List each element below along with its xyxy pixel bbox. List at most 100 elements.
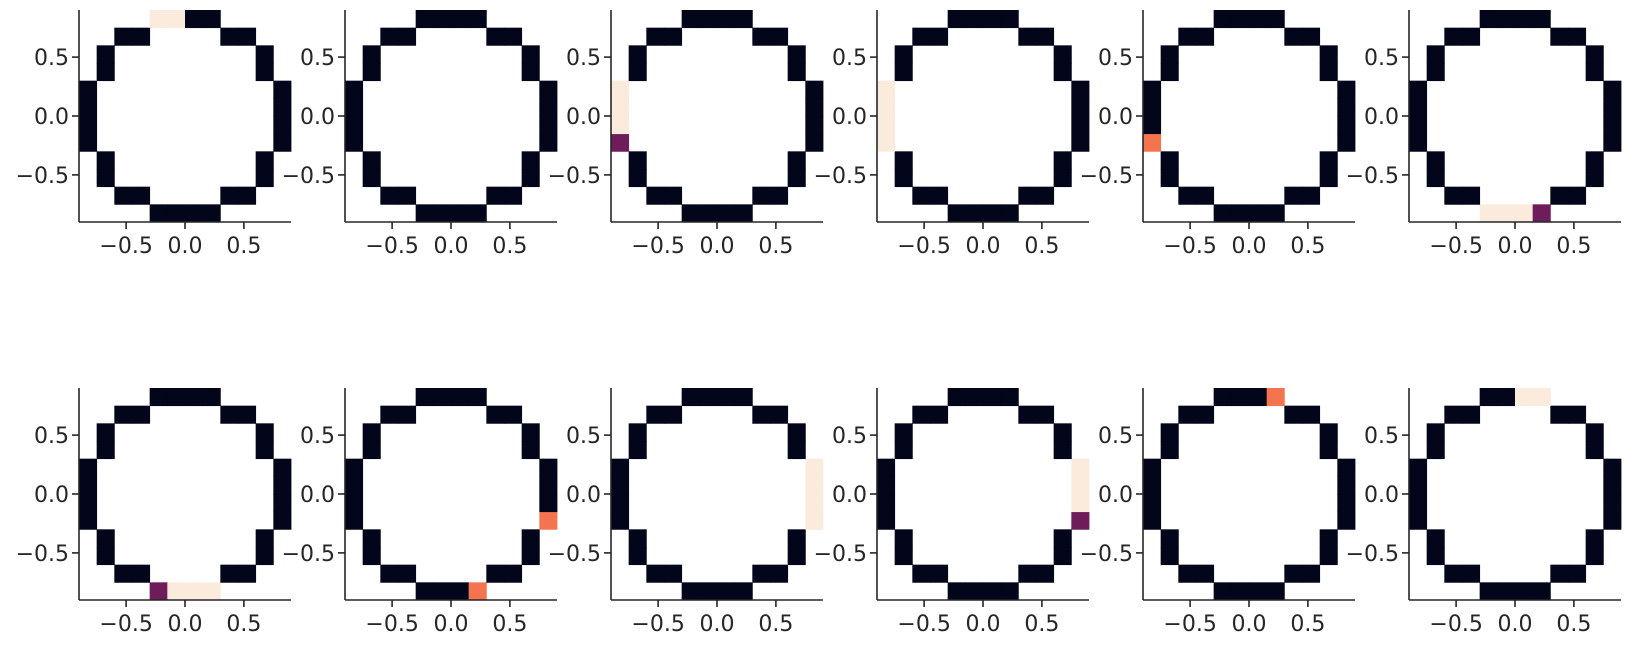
heatmap-cell: [805, 458, 824, 477]
heatmap-cell: [398, 186, 417, 205]
heatmap-cell: [717, 204, 736, 223]
heatmap-cell: [185, 388, 204, 407]
heatmap-cell: [468, 388, 487, 407]
y-tick-label: 0.0: [832, 483, 867, 508]
heatmap-cell: [114, 564, 133, 583]
heatmap-cell: [699, 204, 718, 223]
heatmap-cell: [149, 388, 168, 407]
heatmap-cell: [273, 476, 292, 495]
heatmap-cell: [1231, 10, 1250, 29]
heatmap-cell: [1426, 547, 1445, 566]
heatmap-cell: [114, 27, 133, 46]
heatmap-cell: [273, 80, 292, 99]
heatmap-cell: [1337, 476, 1356, 495]
x-tick-label: 0.0: [1498, 612, 1533, 637]
heatmap-cell: [787, 169, 806, 188]
heatmap-cell: [398, 564, 417, 583]
heatmap-cell: [1585, 529, 1604, 548]
heatmap-cell: [1444, 186, 1463, 205]
heatmap-cell: [79, 80, 98, 99]
heatmap-cell: [1603, 494, 1622, 513]
y-tick-label: 0.0: [1098, 483, 1133, 508]
y-tick-label: 0.0: [1364, 483, 1399, 508]
heatmap-cell: [149, 582, 168, 601]
x-tick-label: 0.0: [168, 234, 203, 259]
heatmap-cell: [433, 10, 452, 29]
y-tick-label: 0.0: [34, 483, 69, 508]
x-tick-label: 0.0: [700, 612, 735, 637]
x-tick-label: −0.5: [99, 612, 152, 637]
heatmap-cell: [1515, 204, 1534, 223]
heatmap-cell: [539, 494, 558, 513]
heatmap-cell: [930, 564, 949, 583]
x-tick-label: −0.5: [365, 234, 418, 259]
heatmap-cell: [1178, 564, 1197, 583]
heatmap-cell: [1284, 564, 1303, 583]
heatmap-cell: [1196, 27, 1215, 46]
heatmap-cell: [1302, 405, 1321, 424]
heatmap-cell: [255, 169, 274, 188]
heatmap-cell: [185, 10, 204, 29]
heatmap-cell: [1550, 564, 1569, 583]
heatmap-cell: [220, 405, 239, 424]
heatmap-cell: [1337, 116, 1356, 135]
heatmap-cell: [1550, 27, 1569, 46]
heatmap-cell: [539, 116, 558, 135]
heatmap-cell: [787, 423, 806, 442]
y-tick-label: 0.5: [34, 46, 69, 71]
heatmap-cell: [1053, 45, 1072, 64]
heatmap-cell: [486, 186, 505, 205]
heatmap-cell: [255, 441, 274, 460]
heatmap-cell: [202, 582, 221, 601]
y-tick-label: 0.0: [566, 105, 601, 130]
heatmap-cell: [1266, 10, 1285, 29]
heatmap-cell: [894, 441, 913, 460]
heatmap-cell: [752, 186, 771, 205]
heatmap-cell: [877, 116, 896, 135]
heatmap-cell: [734, 388, 753, 407]
heatmap-cell: [611, 80, 630, 99]
heatmap-cell: [1515, 582, 1534, 601]
panel-12: −0.5 0.0 0.5 −0.5 0.0 0.5: [1346, 388, 1622, 637]
heatmap-cell: [1071, 133, 1090, 152]
heatmap-cell: [947, 388, 966, 407]
heatmap-cell: [1426, 441, 1445, 460]
heatmap-cell: [238, 564, 257, 583]
heatmap-cell: [805, 494, 824, 513]
heatmap-cell: [894, 423, 913, 442]
heatmap-cell: [877, 511, 896, 530]
heatmap-cell: [79, 511, 98, 530]
heatmap-cell: [96, 441, 115, 460]
heatmap-cell: [1409, 116, 1428, 135]
heatmap-cell: [787, 529, 806, 548]
x-tick-label: −0.5: [365, 612, 418, 637]
heatmap-cell: [539, 80, 558, 99]
heatmap-cell: [628, 151, 647, 170]
heatmap-cell: [539, 458, 558, 477]
heatmap-cell: [504, 186, 523, 205]
heatmap-cell: [1532, 388, 1551, 407]
heatmap-cell: [1196, 564, 1215, 583]
heatmap-cell: [415, 388, 434, 407]
x-tick-label: −0.5: [99, 234, 152, 259]
y-tick-label: 0.5: [1364, 424, 1399, 449]
heatmap-cell: [752, 405, 771, 424]
x-tick-label: 0.0: [966, 234, 1001, 259]
heatmap-cell: [398, 27, 417, 46]
heatmap-cell: [664, 405, 683, 424]
heatmap-cell: [770, 564, 789, 583]
heatmap-cell: [1426, 45, 1445, 64]
heatmap-cell: [877, 458, 896, 477]
heatmap-cell: [1426, 63, 1445, 82]
heatmap-cell: [185, 204, 204, 223]
heatmap-cell: [1319, 441, 1338, 460]
heatmap-cell: [79, 133, 98, 152]
heatmap-cell: [132, 405, 151, 424]
heatmap-cell: [1337, 511, 1356, 530]
heatmap-cell: [433, 204, 452, 223]
heatmap-cell: [345, 80, 364, 99]
heatmap-cell: [451, 582, 470, 601]
y-tick-label: 0.0: [1364, 105, 1399, 130]
heatmap-cell: [1000, 10, 1019, 29]
heatmap-cell: [1409, 458, 1428, 477]
